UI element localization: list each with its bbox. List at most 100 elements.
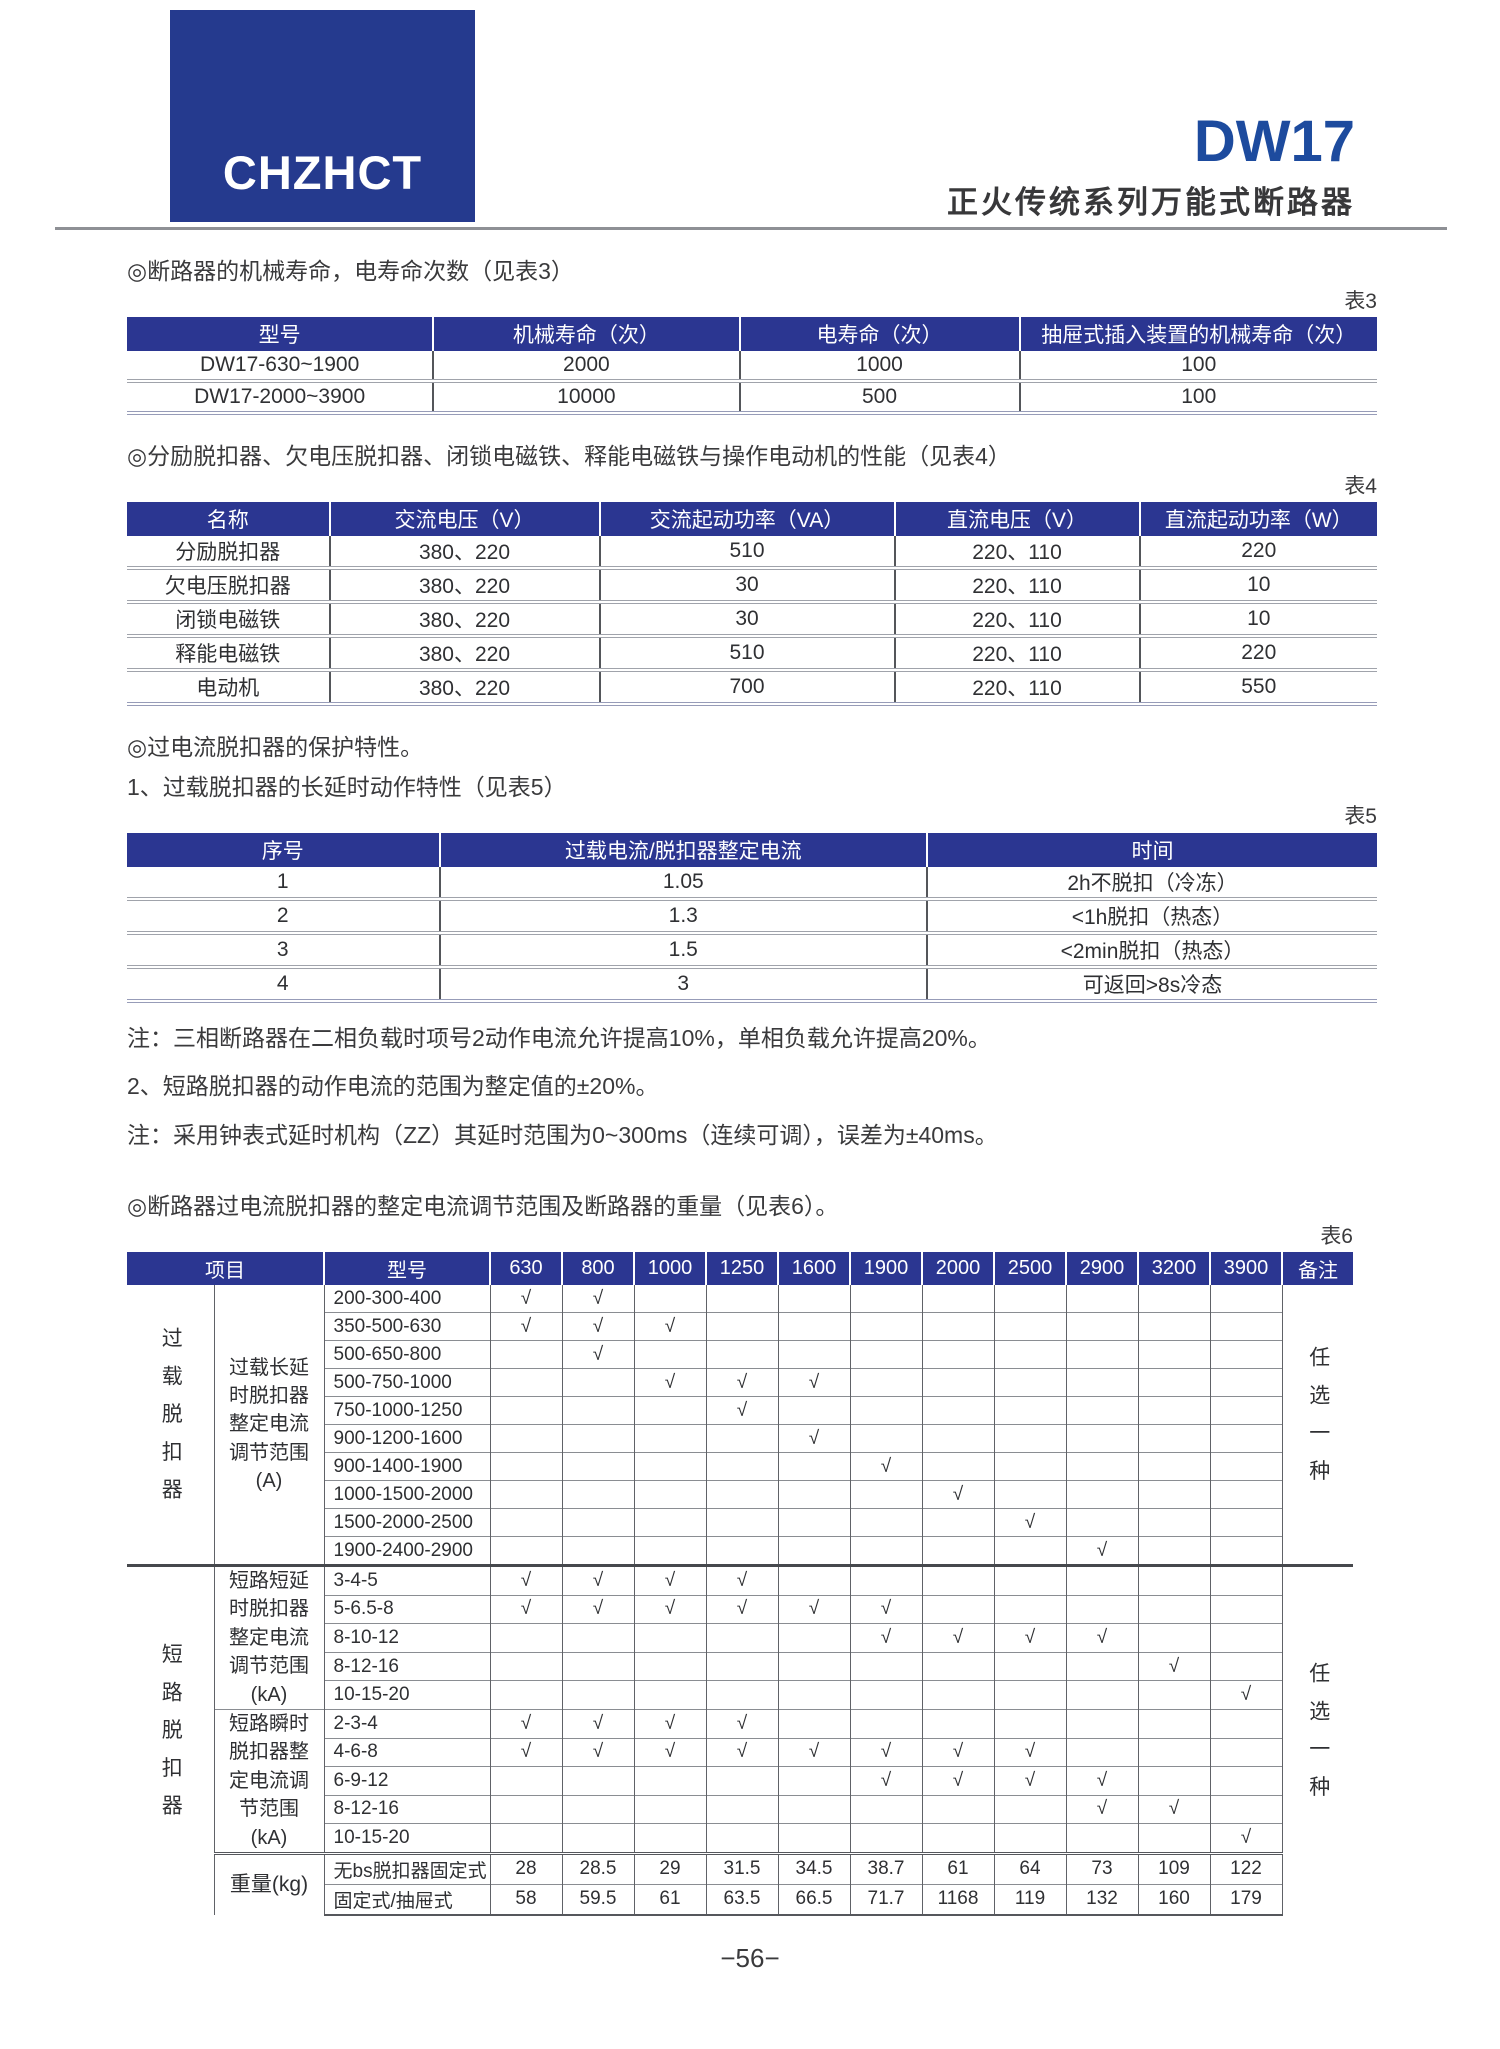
- value-cell: 380、220: [328, 633, 600, 670]
- check-cell: [633, 1766, 706, 1796]
- value-cell: 179: [1209, 1883, 1282, 1916]
- check-cell: [561, 1651, 634, 1681]
- check-cell: [561, 1480, 634, 1509]
- col-remark: 备注: [1281, 1252, 1353, 1285]
- check-cell: [705, 1480, 778, 1509]
- check-cell: √: [633, 1594, 706, 1624]
- value-cell: 220: [1138, 633, 1377, 670]
- check-cell: √: [921, 1766, 994, 1796]
- check-cell: [633, 1623, 706, 1653]
- value-cell: 61: [921, 1851, 994, 1885]
- value-cell: 380、220: [328, 565, 600, 602]
- col-elec-life: 电寿命（次）: [738, 316, 1020, 351]
- page-content: ◎断路器的机械寿命，电寿命次数（见表3） 表3 型号 机械寿命（次） 电寿命（次…: [127, 257, 1377, 1916]
- check-cell: [1137, 1623, 1210, 1653]
- check-cell: [489, 1623, 562, 1653]
- check-cell: [1137, 1737, 1210, 1767]
- table-row: 过载脱扣器 过载长延 时脱扣器 整定电流 调节范围 (A) 200-300-40…: [127, 1285, 1353, 1566]
- check-cell: [489, 1794, 562, 1824]
- check-cell: [1137, 1368, 1210, 1397]
- check-cell: [1137, 1480, 1210, 1509]
- check-cell: [1065, 1564, 1138, 1596]
- title-block: DW17 正火传统系列万能式断路器: [947, 109, 1355, 222]
- check-cell: [849, 1424, 922, 1453]
- check-cell: [633, 1340, 706, 1369]
- col-dc-power: 直流起动功率（W）: [1138, 501, 1377, 536]
- table-row: 分励脱扣器 380、220 510 220、110 220: [127, 535, 1377, 568]
- name-cell: 电动机: [127, 667, 330, 706]
- check-cell: √: [849, 1766, 922, 1796]
- group-desc-cell: 短路瞬时 脱扣器整 定电流调 节范围 (kA): [213, 1708, 324, 1854]
- check-cell: √: [561, 1737, 634, 1767]
- range-cell: 2-3-4: [323, 1708, 490, 1739]
- check-cell: √: [777, 1594, 850, 1624]
- col-index: 序号: [127, 832, 440, 867]
- check-cell: [1065, 1312, 1138, 1341]
- note-line: 2、短路脱扣器的动作电流的范围为整定值的±20%。: [127, 1073, 659, 1100]
- value-cell: 160: [1137, 1883, 1210, 1916]
- index-cell: 3: [127, 930, 440, 967]
- col-time: 时间: [926, 832, 1377, 867]
- check-cell: [993, 1396, 1066, 1425]
- check-cell: √: [705, 1594, 778, 1624]
- check-cell: √: [1209, 1823, 1282, 1854]
- col-rating: 3900: [1209, 1252, 1282, 1285]
- group-label-cell: 短路脱扣器: [127, 1563, 214, 1915]
- col-rating: 1000: [633, 1252, 706, 1285]
- name-cell: 分励脱扣器: [175, 540, 281, 564]
- check-cell: [1137, 1340, 1210, 1369]
- check-cell: [777, 1285, 850, 1313]
- check-cell: [1209, 1594, 1282, 1624]
- group-label-cell: 过载脱扣器: [127, 1285, 214, 1566]
- table-row: 1900-2400-2900 √: [127, 1536, 1353, 1566]
- value-cell: 34.5: [777, 1851, 850, 1885]
- check-cell: √: [849, 1737, 922, 1767]
- remark-text: 任选一种: [1306, 1662, 1330, 1814]
- check-cell: √: [1065, 1794, 1138, 1824]
- check-cell: [777, 1823, 850, 1854]
- value-cell: 220、110: [893, 633, 1140, 670]
- name-cell: 欠电压脱扣器: [127, 565, 330, 602]
- check-cell: [849, 1285, 922, 1313]
- check-cell: [633, 1651, 706, 1681]
- check-cell: [1209, 1737, 1282, 1767]
- col-rating: 1900: [849, 1252, 922, 1285]
- col-current-ratio: 过载电流/脱扣器整定电流: [438, 832, 927, 867]
- value-cell: 58: [489, 1883, 562, 1916]
- table-row: 欠电压脱扣器 380、220 30 220、110 10: [127, 565, 1377, 602]
- value-cell: 10: [1138, 599, 1377, 636]
- check-cell: √: [561, 1708, 634, 1739]
- check-cell: [1065, 1680, 1138, 1710]
- check-cell: √: [705, 1564, 778, 1596]
- check-cell: [633, 1480, 706, 1509]
- check-cell: [705, 1508, 778, 1537]
- check-cell: √: [921, 1623, 994, 1653]
- check-cell: √: [1065, 1623, 1138, 1653]
- check-cell: [921, 1396, 994, 1425]
- check-cell: [1065, 1508, 1138, 1537]
- check-cell: [993, 1823, 1066, 1854]
- check-cell: [705, 1680, 778, 1710]
- check-cell: √: [1065, 1766, 1138, 1796]
- name-cell: 闭锁电磁铁: [127, 599, 330, 636]
- table-row: 10-15-20 √: [127, 1680, 1353, 1710]
- check-cell: [777, 1508, 850, 1537]
- col-rating: 2000: [921, 1252, 994, 1285]
- check-cell: [777, 1480, 850, 1509]
- check-cell: [777, 1651, 850, 1681]
- product-code: DW17: [1193, 109, 1355, 175]
- section-subheading-longdelay: 1、过载脱扣器的长延时动作特性（见表5）: [127, 773, 567, 800]
- check-cell: [1137, 1396, 1210, 1425]
- check-cell: √: [561, 1594, 634, 1624]
- value-cell: 100: [1018, 350, 1377, 381]
- group-desc-cell: 过载长延 时脱扣器 整定电流 调节范围 (A): [213, 1285, 324, 1566]
- index-cell: 1: [276, 869, 289, 893]
- check-cell: [705, 1823, 778, 1854]
- check-cell: [1137, 1452, 1210, 1481]
- check-cell: [1209, 1480, 1282, 1509]
- value-cell: 220: [1138, 535, 1377, 568]
- note-line: 注：采用钟表式延时机构（ZZ）其延时范围为0~300ms（连续可调），误差为±4…: [127, 1121, 998, 1148]
- check-cell: [921, 1823, 994, 1854]
- check-cell: [633, 1823, 706, 1854]
- col-project: 项目: [127, 1252, 324, 1285]
